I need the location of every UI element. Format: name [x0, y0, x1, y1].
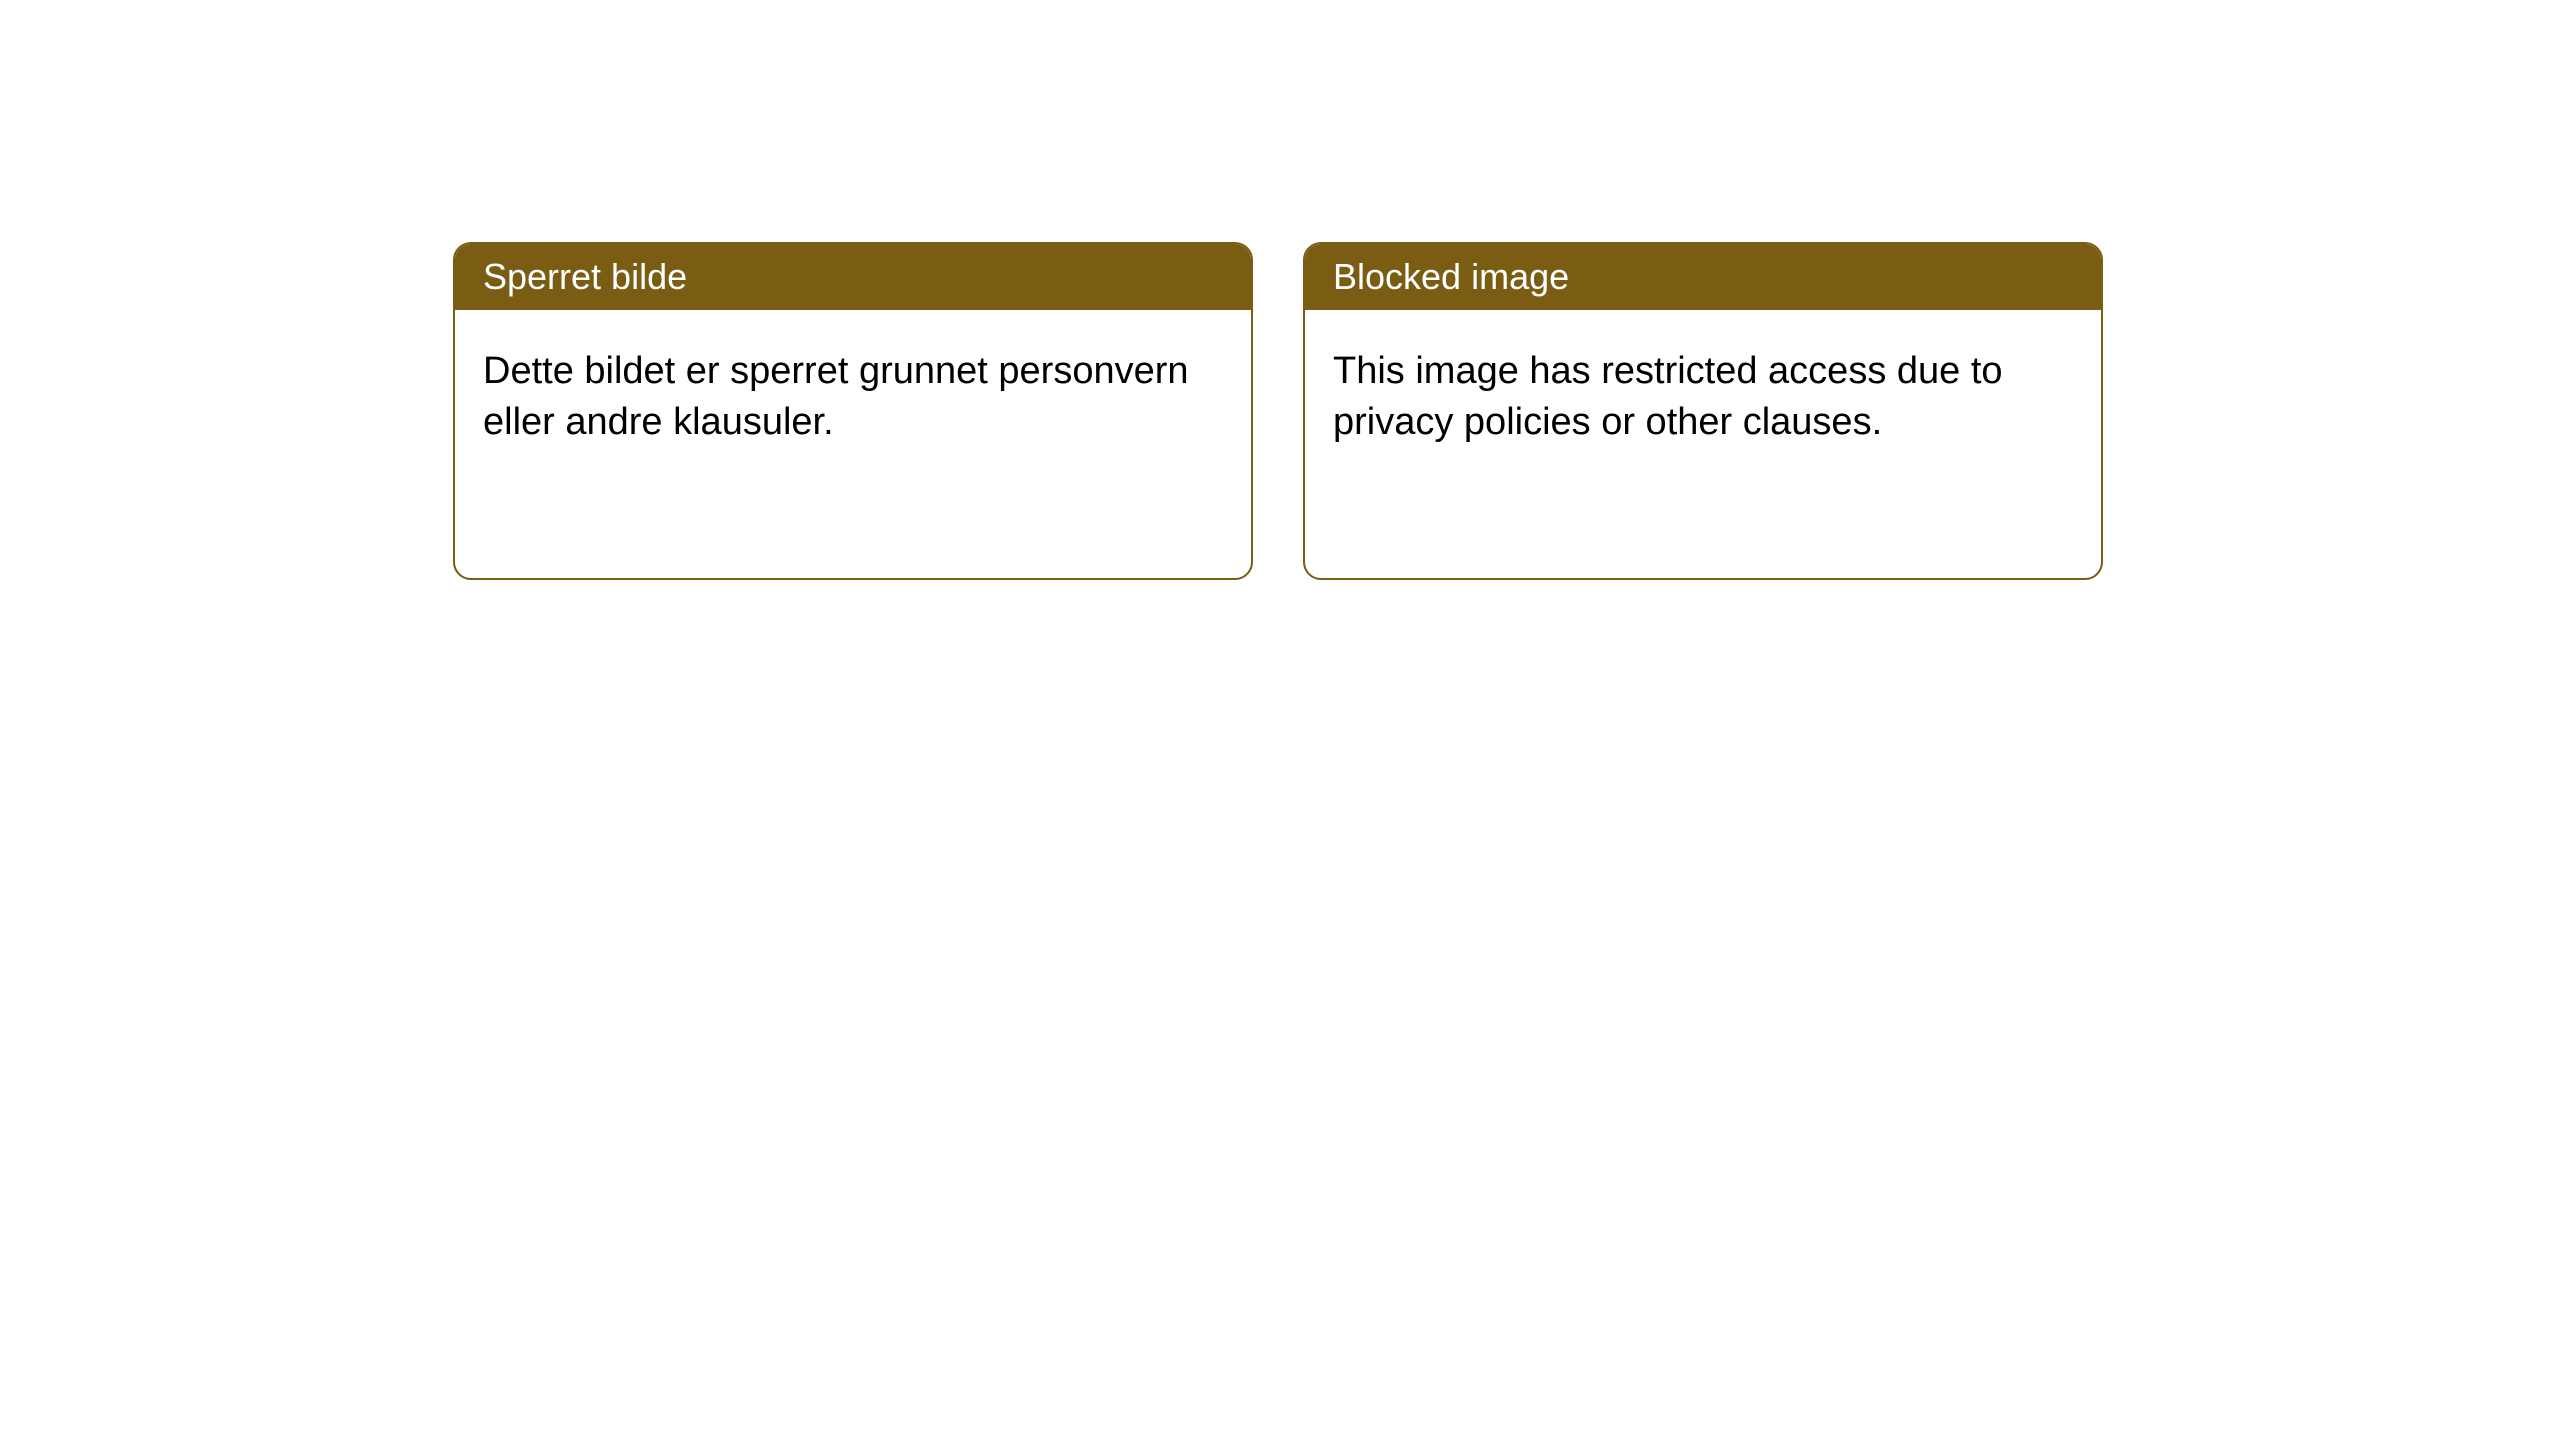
- card-body-norwegian: Dette bildet er sperret grunnet personve…: [455, 310, 1251, 485]
- card-header-english: Blocked image: [1305, 244, 2101, 310]
- notice-container: Sperret bilde Dette bildet er sperret gr…: [453, 242, 2103, 580]
- card-body-english: This image has restricted access due to …: [1305, 310, 2101, 485]
- blocked-image-card-english: Blocked image This image has restricted …: [1303, 242, 2103, 580]
- card-header-norwegian: Sperret bilde: [455, 244, 1251, 310]
- blocked-image-card-norwegian: Sperret bilde Dette bildet er sperret gr…: [453, 242, 1253, 580]
